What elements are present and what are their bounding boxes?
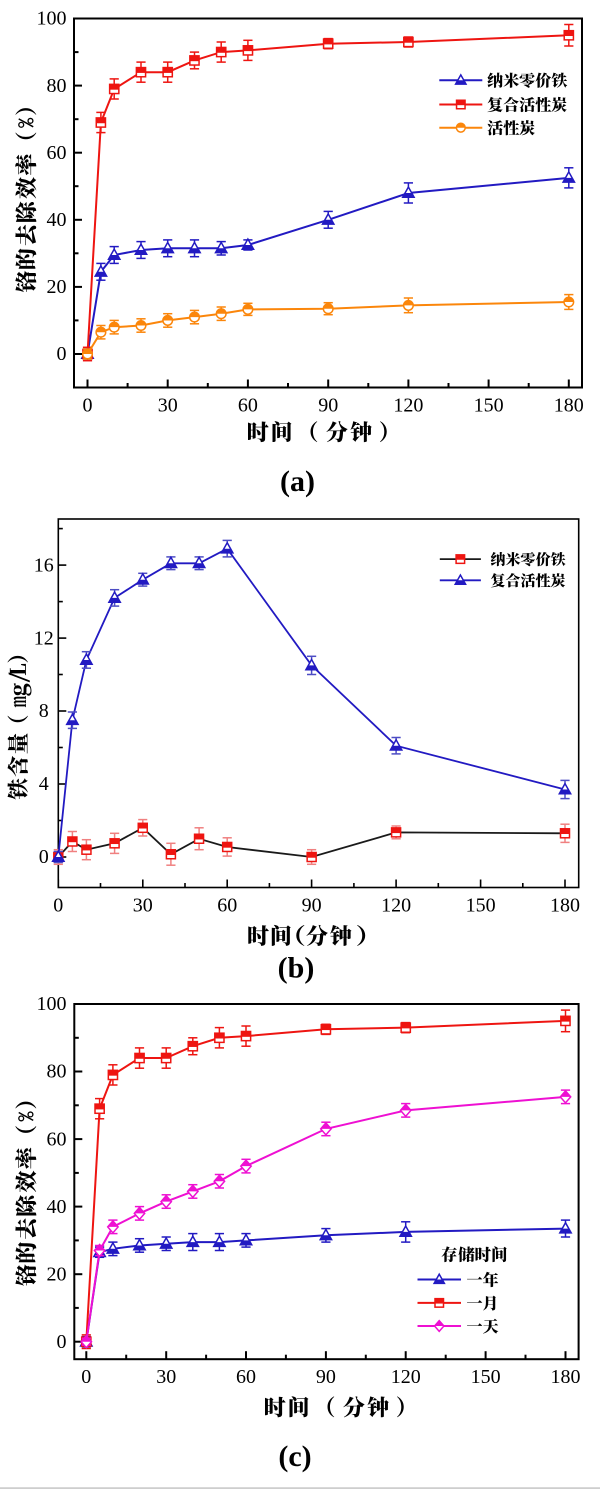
svg-text:30: 30 [133,895,153,917]
svg-text:40: 40 [47,1196,67,1218]
svg-text:150: 150 [466,895,496,917]
svg-text:120: 120 [391,1366,421,1388]
svg-text:150: 150 [474,395,504,417]
svg-text:60: 60 [236,1366,256,1388]
svg-text:60: 60 [47,142,67,164]
svg-text:90: 90 [318,395,338,417]
svg-text:180: 180 [550,895,580,917]
svg-text:180: 180 [551,1366,581,1388]
svg-text:120: 120 [393,395,423,417]
svg-text:(a): (a) [280,465,315,498]
svg-text:40: 40 [47,209,67,231]
svg-text:150: 150 [471,1366,501,1388]
svg-text:0: 0 [83,395,93,417]
svg-text:0: 0 [57,343,67,365]
svg-text:100: 100 [37,8,67,30]
svg-text:30: 30 [156,1366,176,1388]
svg-text:180: 180 [554,395,584,417]
svg-text:12: 12 [34,627,54,649]
svg-text:(c): (c) [278,1440,311,1473]
svg-text:60: 60 [238,395,258,417]
svg-text:0: 0 [81,1366,91,1388]
svg-text:90: 90 [316,1366,336,1388]
svg-text:(b): (b) [278,952,315,985]
svg-text:120: 120 [381,895,411,917]
svg-text:80: 80 [47,75,67,97]
svg-text:4: 4 [39,773,49,795]
svg-text:0: 0 [39,846,49,868]
svg-text:16: 16 [34,554,54,576]
svg-text:20: 20 [47,1263,67,1285]
svg-text:0: 0 [57,1331,67,1353]
svg-text:8: 8 [39,700,49,722]
svg-text:100: 100 [37,993,67,1015]
svg-text:60: 60 [217,895,237,917]
svg-text:20: 20 [47,276,67,298]
svg-text:60: 60 [47,1128,67,1150]
svg-text:80: 80 [47,1061,67,1083]
svg-text:0: 0 [53,895,63,917]
svg-text:90: 90 [302,895,322,917]
svg-text:30: 30 [158,395,178,417]
